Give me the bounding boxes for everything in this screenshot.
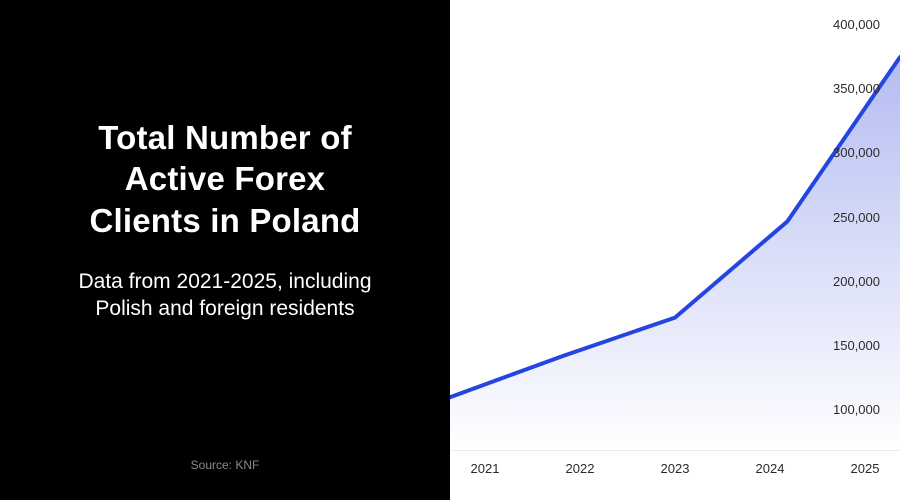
x-tick-label: 2024 bbox=[755, 461, 785, 476]
y-tick-label: 400,000 bbox=[833, 17, 880, 32]
x-tick-label: 2023 bbox=[660, 461, 690, 476]
y-tick-label: 300,000 bbox=[833, 145, 880, 161]
x-tick-label: 2025 bbox=[850, 461, 880, 476]
x-axis-line bbox=[450, 450, 900, 451]
page-title: Total Number of Active Forex Clients in … bbox=[89, 118, 361, 240]
chart-area-fill bbox=[450, 57, 900, 450]
y-tick-label: 100,000 bbox=[833, 402, 880, 417]
line-chart bbox=[450, 55, 900, 450]
chart-line bbox=[450, 55, 900, 400]
info-panel: Total Number of Active Forex Clients in … bbox=[0, 0, 450, 500]
x-tick-label: 2021 bbox=[470, 461, 500, 476]
x-tick-label: 2022 bbox=[565, 461, 595, 476]
chart-panel: 400,000 350,000 300,000 250,000 200,000 150,0… bbox=[450, 0, 900, 500]
y-tick-label: 250,000 bbox=[833, 209, 880, 225]
y-tick-label: 150,000 bbox=[833, 337, 880, 353]
page-subtitle: Data from 2021-2025, including Polish an… bbox=[78, 269, 372, 321]
source-note: Source: KNF bbox=[190, 458, 260, 472]
y-tick-label: 350,000 bbox=[833, 81, 880, 97]
y-tick-label: 200,000 bbox=[833, 273, 880, 289]
